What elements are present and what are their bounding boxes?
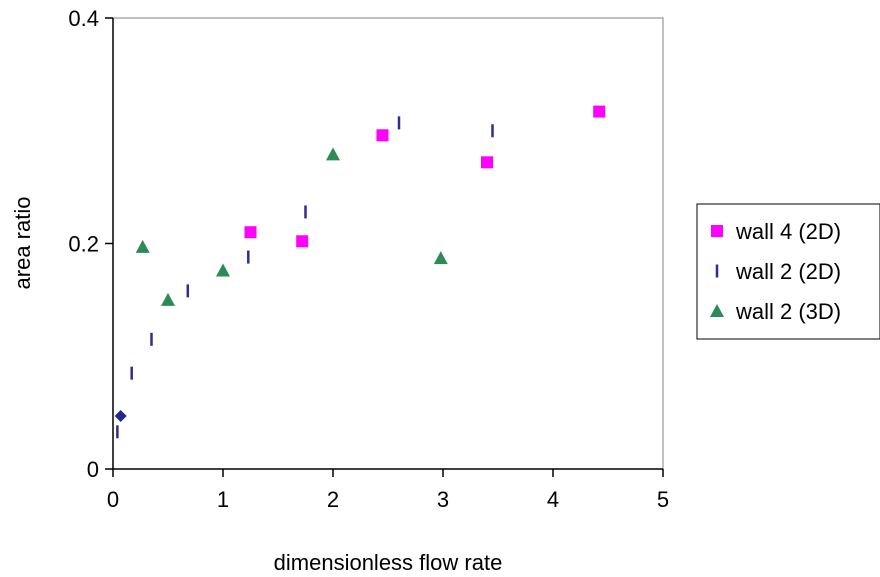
point-wall-2-2d (491, 124, 494, 138)
legend-marker (710, 304, 724, 317)
data-marks (114, 105, 606, 439)
y-tick-label: 0.2 (68, 232, 99, 257)
point-wall-2-2d (130, 366, 133, 380)
y-axis-title: area ratio (10, 197, 35, 290)
point-wall-2-3d (135, 239, 150, 253)
legend-items: wall 4 (2D) wall 2 (2D) wall 2 (3D) (710, 219, 841, 324)
legend-label: wall 2 (2D) (735, 259, 841, 284)
x-tick-label: 3 (437, 487, 449, 512)
legend-marker (711, 225, 723, 237)
legend-label: wall 2 (3D) (735, 299, 841, 324)
x-tick-label: 1 (217, 487, 229, 512)
point-wall-4-2d (244, 226, 257, 239)
point-wall-2-2d (397, 116, 401, 130)
point-wall-2-3d (161, 292, 175, 306)
point-wall-2-3d (216, 263, 230, 277)
x-axis-title: dimensionless flow rate (274, 550, 503, 575)
point-wall-2-2d (150, 332, 153, 346)
point-wall-4-2d (481, 156, 493, 169)
point-wall-2-3d (326, 147, 340, 161)
y-axis-ticks: 0 0.2 0.4 (68, 6, 113, 482)
x-tick-label: 4 (547, 487, 559, 512)
point-wall-4-2d (593, 105, 606, 118)
point-wall-4-2d (376, 129, 389, 142)
point-unnamed (114, 410, 127, 423)
point-wall-2-3d (433, 251, 448, 265)
legend-marker (715, 264, 719, 278)
x-tick-label: 2 (327, 487, 339, 512)
point-wall-2-2d (247, 250, 250, 264)
x-tick-label: 0 (107, 487, 119, 512)
point-wall-2-2d (304, 205, 307, 219)
x-axis-ticks: 0 1 2 3 4 5 (107, 469, 669, 512)
x-tick-label: 5 (657, 487, 669, 512)
point-wall-2-2d (116, 425, 119, 439)
point-wall-2-2d (186, 284, 190, 298)
legend-label: wall 4 (2D) (735, 219, 841, 244)
y-tick-label: 0 (87, 457, 99, 482)
point-wall-4-2d (296, 235, 309, 248)
legend-box (696, 203, 880, 340)
y-tick-label: 0.4 (68, 6, 99, 31)
plot-area (112, 17, 664, 470)
legend: wall 4 (2D) wall 2 (2D) wall 2 (3D) (696, 203, 880, 340)
